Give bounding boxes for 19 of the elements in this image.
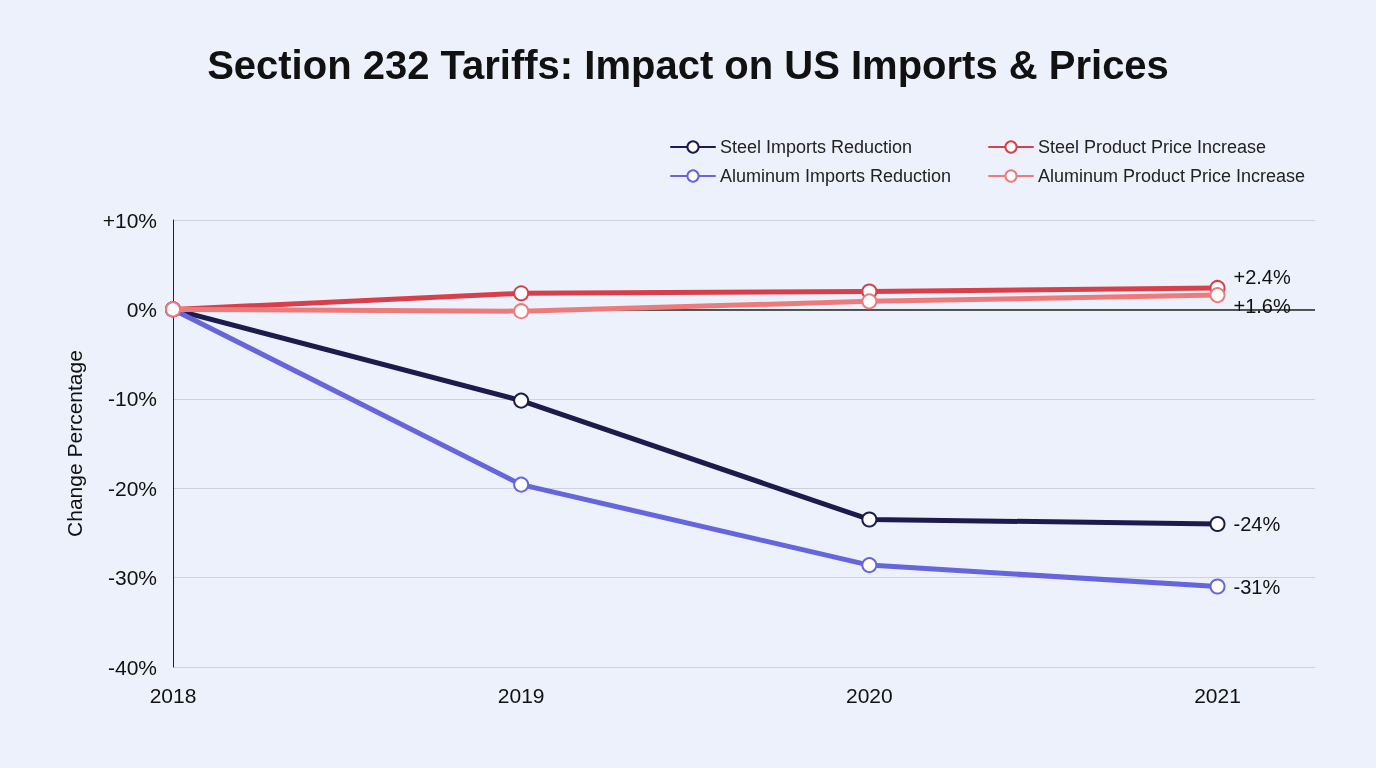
x-tick-label: 2018 [149,684,197,707]
legend-label: Aluminum Imports Reduction [720,166,952,186]
x-tick-label: 2020 [845,684,893,707]
y-tick-label: 0% [126,297,157,321]
data-label: +2.4% [1233,265,1291,288]
y-tick-label: -10% [107,387,157,411]
legend-label: Steel Product Price Increase [1038,137,1267,157]
x-tick-label: 2019 [497,684,545,707]
chart-title: Section 232 Tariffs: Impact on US Imports & Prices [207,43,1169,87]
y-tick-label: -20% [107,476,157,500]
y-tick-label: -30% [107,566,157,590]
data-label: -24% [1233,512,1281,535]
legend-label: Steel Imports Reduction [720,137,913,157]
x-tick-label: 2021 [1194,684,1241,707]
data-label: -31% [1233,575,1281,598]
y-tick-label: +10% [102,208,157,232]
legend-label: Aluminum Product Price Increase [1038,166,1306,186]
y-tick-label: -40% [107,655,157,679]
y-axis-title: Change Percentage [63,350,86,537]
